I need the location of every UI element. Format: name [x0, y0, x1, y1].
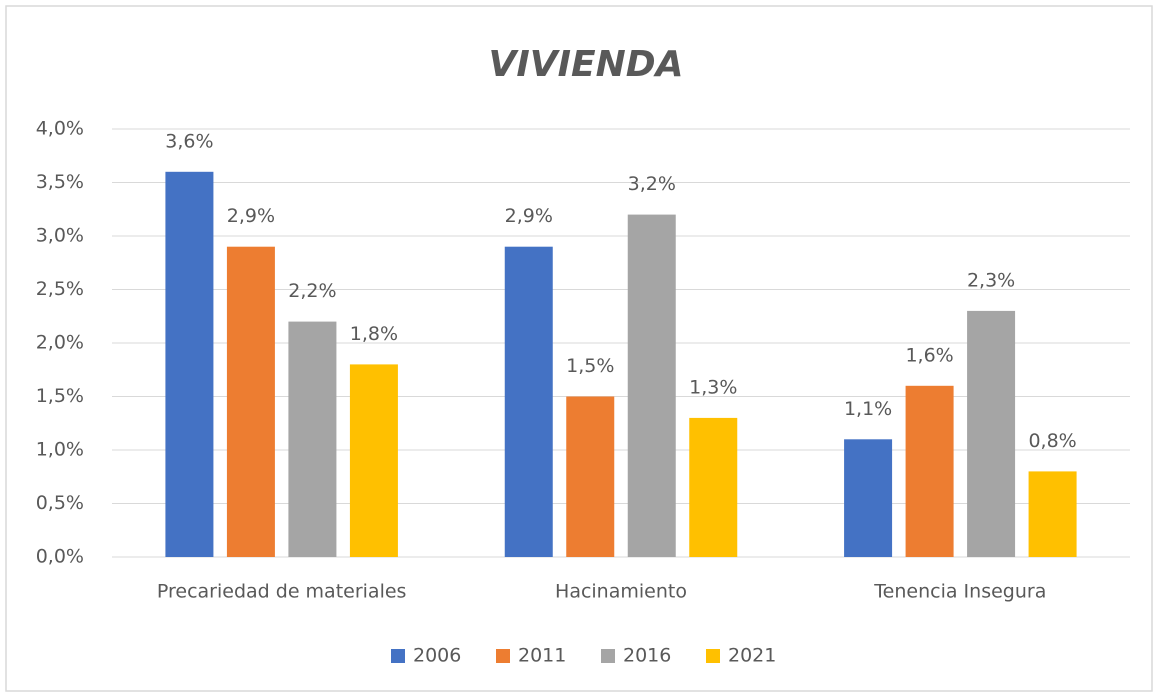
- value-label: 1,5%: [566, 355, 614, 377]
- value-label: 1,1%: [844, 398, 892, 420]
- x-tick-label: Hacinamiento: [555, 581, 687, 603]
- bar: [844, 439, 893, 557]
- value-label: 3,2%: [628, 173, 676, 195]
- x-tick-label: Tenencia Insegura: [873, 581, 1046, 603]
- bar: [627, 214, 676, 557]
- legend-label: 2006: [413, 645, 461, 667]
- legend-label: 2016: [623, 645, 671, 667]
- value-label: 2,3%: [967, 269, 1015, 291]
- legend-label: 2021: [728, 645, 776, 667]
- y-tick-label: 0,0%: [36, 546, 84, 568]
- y-tick-label: 2,5%: [36, 278, 84, 300]
- legend-swatch: [601, 649, 615, 663]
- y-tick-label: 1,0%: [36, 439, 84, 461]
- y-tick-label: 0,5%: [36, 492, 84, 514]
- bar: [967, 310, 1016, 557]
- bar: [689, 417, 738, 557]
- y-tick-label: 4,0%: [36, 118, 84, 140]
- y-tick-label: 1,5%: [36, 385, 84, 407]
- bar: [288, 321, 337, 557]
- legend-swatch: [706, 649, 720, 663]
- y-tick-label: 2,0%: [36, 332, 84, 354]
- legend-label: 2011: [518, 645, 566, 667]
- bar: [504, 246, 553, 557]
- chart-title: VIVIENDA: [489, 44, 684, 85]
- bar: [905, 385, 954, 557]
- value-label: 2,9%: [227, 205, 275, 227]
- bar: [349, 364, 398, 557]
- value-label: 0,8%: [1028, 430, 1076, 452]
- y-tick-label: 3,5%: [36, 171, 84, 193]
- value-label: 2,2%: [288, 280, 336, 302]
- y-tick-label: 3,0%: [36, 225, 84, 247]
- bar: [566, 396, 615, 557]
- value-label: 1,8%: [350, 323, 398, 345]
- x-tick-label: Precariedad de materiales: [157, 581, 407, 603]
- bar: [165, 171, 214, 558]
- bar: [1028, 471, 1077, 557]
- legend-swatch: [496, 649, 510, 663]
- value-label: 2,9%: [505, 205, 553, 227]
- value-label: 1,3%: [689, 376, 737, 398]
- value-label: 1,6%: [905, 344, 953, 366]
- legend-swatch: [391, 649, 405, 663]
- bar: [226, 246, 275, 557]
- value-label: 3,6%: [165, 130, 213, 152]
